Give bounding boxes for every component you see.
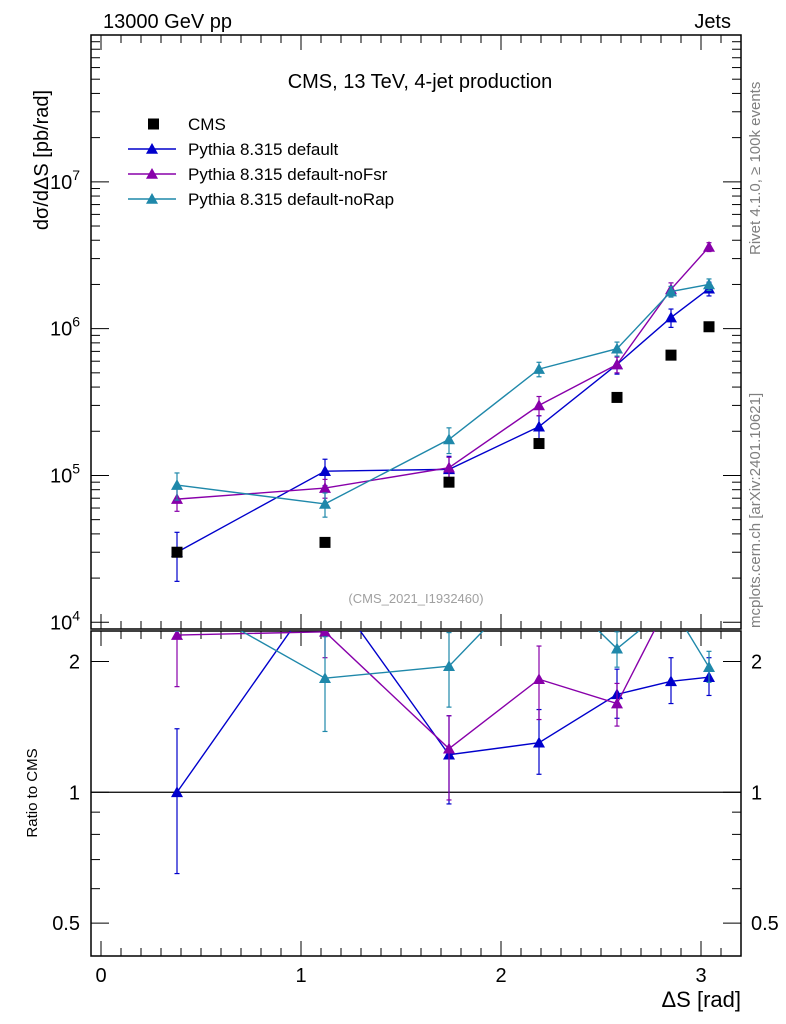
x-tick-label: 0 <box>95 965 106 987</box>
ratio-tick-label: 1 <box>69 782 80 804</box>
ratio-point-norap <box>611 642 623 654</box>
y-tick-label: 107 <box>50 167 80 194</box>
rivet-version-label: Rivet 4.1.0, ≥ 100k events <box>747 82 764 255</box>
ratio-tick-label-right: 0.5 <box>751 913 779 935</box>
ratio-point-norap <box>171 589 183 600</box>
cms-data-point <box>171 546 183 558</box>
ratio-plot-frame <box>90 630 742 957</box>
cms-data-point <box>703 321 715 333</box>
series-point-norap <box>533 363 545 374</box>
ratio-point-default <box>171 786 183 798</box>
cms-data-point <box>665 349 677 361</box>
y-axis-label: dσ/dΔS [pb/rad] <box>31 90 53 230</box>
ratio-series-layer <box>171 550 715 875</box>
series-point-nofsr <box>533 399 545 411</box>
ratio-line-nofsr <box>176 631 655 750</box>
legend-marker <box>146 168 158 179</box>
ratio-point-nofsr <box>533 673 545 685</box>
legend-label: Pythia 8.315 default <box>188 140 339 159</box>
series-point-default <box>665 311 677 323</box>
ratio-tick-label: 0.5 <box>52 913 80 935</box>
series-point-norap <box>171 479 183 490</box>
series-point-default <box>319 465 331 476</box>
x-tick-label: 2 <box>495 965 506 987</box>
legend-marker-cms <box>148 118 159 130</box>
series-point-norap <box>319 497 331 509</box>
series-point-norap <box>443 433 455 445</box>
ratio-point-norap <box>319 672 331 684</box>
cms-data-point <box>443 476 455 488</box>
ratio-point-nofsr <box>665 592 677 603</box>
legend: CMS Pythia 8.315 default Pythia 8.315 defa… <box>128 115 394 209</box>
ratio-line-default <box>176 631 710 793</box>
series-point-nofsr <box>611 358 623 370</box>
ratio-axis-ticks <box>91 631 742 956</box>
ratio-point-nofsr <box>443 742 455 754</box>
legend-label: Pythia 8.315 default-noFsr <box>188 165 388 184</box>
series-line-default <box>176 288 710 553</box>
ratio-tick-label: 2 <box>69 651 80 673</box>
series-point-norap <box>703 278 715 290</box>
cms-data-point <box>611 391 623 403</box>
ratio-point-nofsr <box>171 631 183 640</box>
cms-data-point <box>533 438 545 450</box>
analysis-watermark: (CMS_2021_I1932460) <box>348 591 483 606</box>
ratio-line-norap <box>240 631 710 679</box>
ratio-point-nofsr <box>703 550 715 561</box>
legend-label: CMS <box>188 115 226 134</box>
header-process: 13000 GeV pp <box>103 11 232 33</box>
series-point-nofsr <box>443 461 455 473</box>
legend-marker <box>146 143 158 154</box>
ratio-point-default <box>319 576 331 587</box>
series-point-norap <box>611 342 623 354</box>
series-point-nofsr <box>319 482 331 493</box>
series-point-nofsr <box>703 240 715 252</box>
y-tick-label: 105 <box>50 460 80 487</box>
ratio-tick-label-right: 1 <box>751 782 762 804</box>
legend-marker <box>146 193 158 204</box>
y-tick-label: 104 <box>50 607 80 634</box>
ratio-point-default <box>533 736 545 748</box>
ratio-point-norap <box>443 660 455 672</box>
chart-title: CMS, 13 TeV, 4-jet production <box>288 71 553 93</box>
mcplots-reference-label: mcplots.cern.ch [arXiv:2401.10621] <box>747 393 764 628</box>
y-tick-label: 106 <box>50 314 80 341</box>
series-line-nofsr <box>176 246 710 500</box>
ratio-point-norap <box>533 567 545 578</box>
x-axis-label: ΔS [rad] <box>661 987 741 1012</box>
series-point-norap <box>665 285 677 297</box>
main-series-layer <box>171 240 715 582</box>
series-point-default <box>533 420 545 432</box>
ratio-point-nofsr <box>319 631 331 637</box>
main-plot-frame <box>90 34 742 630</box>
x-tick-label: 1 <box>295 965 306 987</box>
series-line-norap <box>176 283 710 505</box>
header-observable: Jets <box>694 11 731 33</box>
legend-label: Pythia 8.315 default-noRap <box>188 190 394 209</box>
ratio-tick-label-right: 2 <box>751 651 762 673</box>
ratio-point-norap <box>665 599 677 610</box>
ratio-point-default <box>665 675 677 687</box>
cms-data-point <box>319 536 331 548</box>
ratio-axis-label: Ratio to CMS <box>24 748 41 837</box>
ratio-point-nofsr <box>611 697 623 709</box>
ratio-point-norap <box>703 661 715 672</box>
main-axis-ticks <box>91 35 742 630</box>
tick-labels: 0 1 2 3 104 105 106 107 0.5 0.5 1 1 2 2 <box>50 167 779 987</box>
x-tick-label: 3 <box>695 965 706 987</box>
